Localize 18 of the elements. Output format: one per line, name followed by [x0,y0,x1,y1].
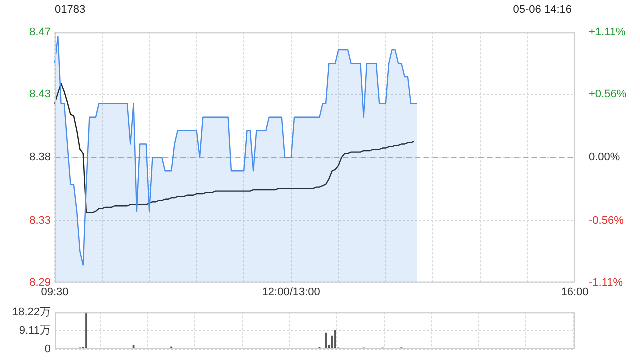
y-tick-label: 0 [44,343,51,356]
y-tick-label: 8.29 [30,276,51,289]
chart-subtitle: 05-06 14:16 [513,4,572,16]
y2-tick-label: +0.56% [589,88,627,101]
y-tick-label: 8.38 [30,152,51,164]
y-tick-label: 8.47 [30,26,51,39]
y-tick-label: 9.11万 [19,325,51,338]
x-tick-label: 12:00/13:00 [262,286,320,298]
x-tick-label: 09:30 [41,286,69,298]
y2-tick-label: +1.11% [589,26,626,39]
y2-tick-label: 0.00% [589,152,620,164]
y-tick-label: 8.43 [30,88,51,101]
y2-tick-label: -0.56% [589,214,624,227]
y2-tick-label: -1.11% [589,276,624,289]
x-tick-label: 16:00 [561,286,589,298]
y-tick-label: 8.33 [30,214,51,227]
y-tick-label: 18.22万 [12,306,51,319]
chart-title: 01783 [55,4,86,16]
